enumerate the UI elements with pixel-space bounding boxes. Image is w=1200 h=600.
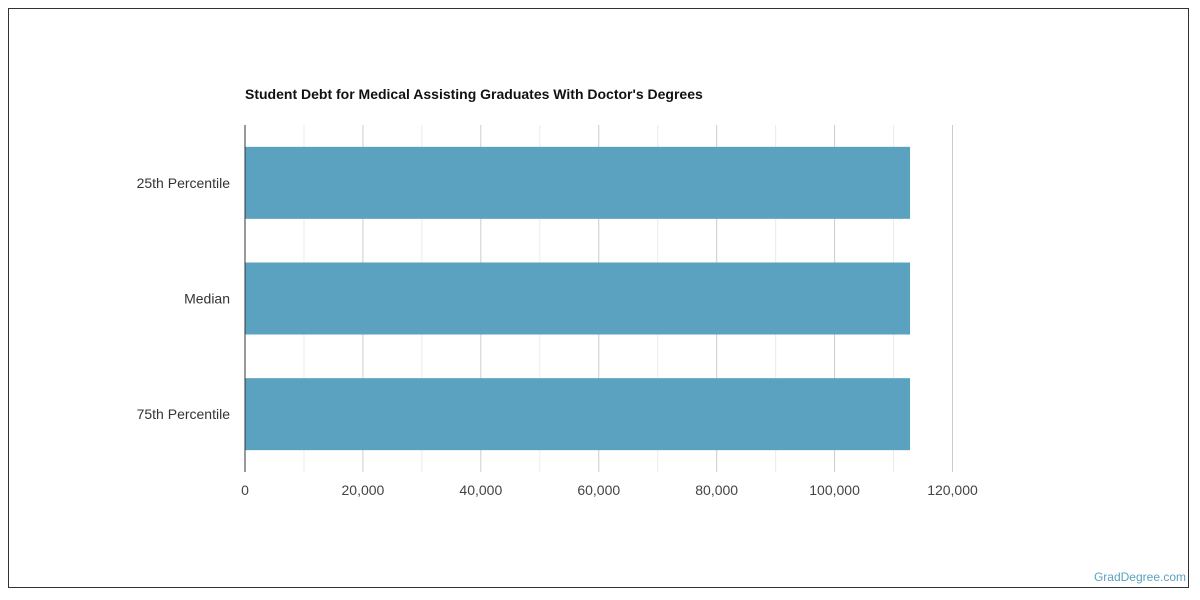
x-tick-label: 100,000 (809, 482, 860, 498)
y-category-label: 25th Percentile (137, 175, 231, 191)
x-tick-label: 120,000 (927, 482, 978, 498)
x-tick-label: 20,000 (342, 482, 385, 498)
x-tick-label: 40,000 (459, 482, 502, 498)
y-category-label: 75th Percentile (137, 406, 231, 422)
bar (245, 262, 911, 335)
x-tick-label: 80,000 (695, 482, 738, 498)
bar (245, 378, 911, 451)
y-category-label: Median (184, 291, 230, 307)
x-tick-label: 0 (241, 482, 249, 498)
chart-frame (8, 8, 1189, 588)
x-tick-label: 60,000 (577, 482, 620, 498)
credit-link[interactable]: GradDegree.com (1093, 570, 1186, 584)
bar (245, 146, 911, 219)
chart-title: Student Debt for Medical Assisting Gradu… (245, 86, 703, 102)
